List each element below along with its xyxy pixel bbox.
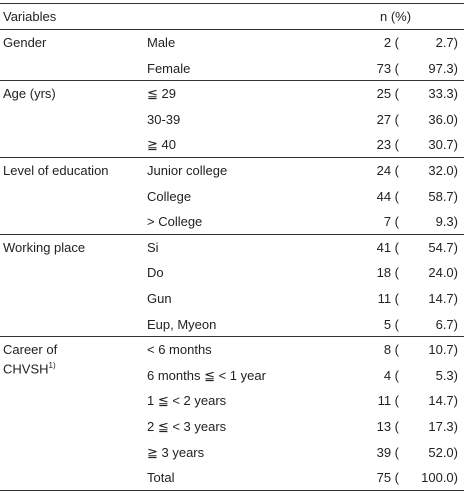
rule <box>0 80 464 81</box>
category: ≧ 40 <box>147 137 176 153</box>
variable-text: Level of education <box>3 163 109 178</box>
category: Do <box>147 265 164 281</box>
category: Female <box>147 60 191 76</box>
category: Total <box>147 470 175 486</box>
variable-label: Level of education <box>3 163 113 179</box>
category: ≦ 29 <box>147 86 176 102</box>
percent: 17.3) <box>428 419 458 434</box>
variable-label: Age (yrs) <box>3 86 113 102</box>
category: > College <box>147 214 203 230</box>
percent: 33.3) <box>428 86 458 102</box>
category: < 6 months <box>147 342 212 358</box>
count: 5 ( <box>383 316 399 332</box>
footnote-mark: 1) <box>48 361 56 371</box>
count: 24 ( <box>376 163 399 178</box>
variable-text: Working place <box>3 239 86 255</box>
percent: 97.3) <box>428 60 458 76</box>
count: 7 ( <box>383 214 399 230</box>
rule <box>0 29 464 30</box>
variable-label: Gender <box>3 35 113 51</box>
category: Si <box>147 239 159 255</box>
percent: 14.7) <box>428 393 458 409</box>
variable-label: Career of CHVSH1) <box>3 342 113 377</box>
rule <box>0 157 464 158</box>
percent: 2.7) <box>435 35 458 50</box>
variable-text: Age (yrs) <box>3 86 56 102</box>
count: 8 ( <box>383 342 399 358</box>
category: 30-39 <box>147 111 181 127</box>
count: 73 ( <box>376 60 399 76</box>
percent: 52.0) <box>428 444 458 460</box>
rule <box>0 3 464 4</box>
header-cell: Variables <box>3 9 57 24</box>
category: Eup, Myeon <box>147 316 217 332</box>
count: 13 ( <box>376 419 399 434</box>
count: 4 ( <box>383 367 399 383</box>
variable-label: Working place <box>3 240 113 256</box>
percent: 24.0) <box>428 265 458 281</box>
percent: 6.7) <box>435 316 458 332</box>
count: 27 ( <box>376 111 399 127</box>
percent: 36.0) <box>428 111 458 127</box>
count: 41 ( <box>376 239 399 255</box>
rule <box>0 234 464 235</box>
percent: 30.7) <box>428 137 458 153</box>
count: 18 ( <box>376 265 399 281</box>
count: 23 ( <box>376 137 399 153</box>
category: ≧ 3 years <box>147 444 205 460</box>
percent: 5.3) <box>435 367 458 383</box>
percent: 14.7) <box>428 291 458 306</box>
count: 11 ( <box>377 393 399 409</box>
category: Male <box>147 35 176 50</box>
category: 2 ≦ < 3 years <box>147 419 227 434</box>
percent: 32.0) <box>428 163 458 178</box>
percent: 10.7) <box>428 342 458 358</box>
variable-text: Career of CHVSH <box>3 342 58 377</box>
rule <box>0 490 464 491</box>
percent: 100.0) <box>421 470 458 486</box>
count: 25 ( <box>376 86 399 102</box>
variable-text: Gender <box>3 35 47 50</box>
count: 2 ( <box>383 35 399 50</box>
count: 11 ( <box>377 291 399 306</box>
header-cell: n (%) <box>380 9 412 24</box>
percent: 58.7) <box>428 188 458 204</box>
category: Gun <box>147 291 172 306</box>
percent: 54.7) <box>428 239 458 255</box>
count: 44 ( <box>376 188 399 204</box>
rule <box>0 336 464 337</box>
count: 75 ( <box>376 470 399 486</box>
percent: 9.3) <box>435 214 458 230</box>
category: College <box>147 188 192 204</box>
category: Junior college <box>147 163 228 178</box>
category: 6 months ≦ < 1 year <box>147 367 266 383</box>
category: 1 ≦ < 2 years <box>147 393 227 409</box>
count: 39 ( <box>376 444 399 460</box>
